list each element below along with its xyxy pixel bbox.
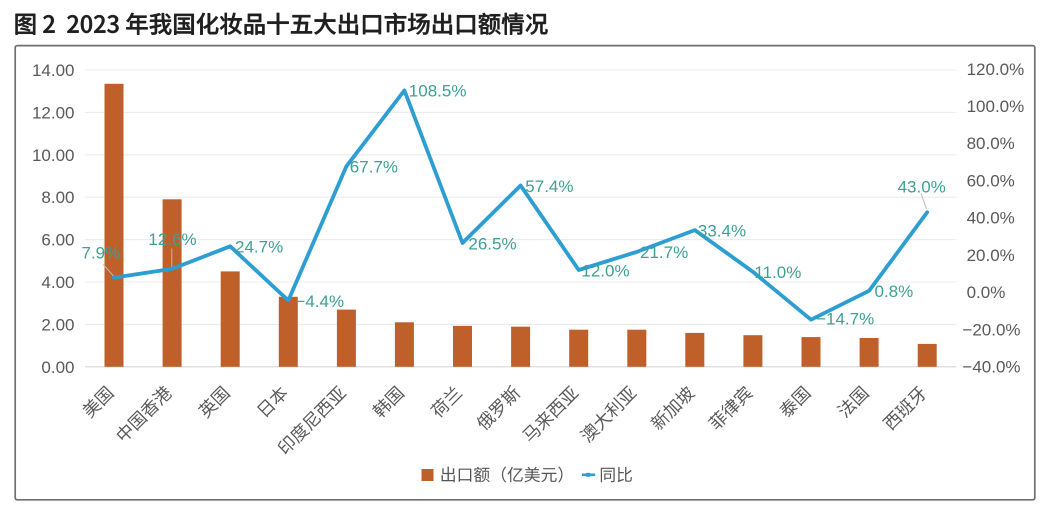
svg-text:0.8%: 0.8% (875, 282, 914, 301)
svg-text:14.00: 14.00 (32, 61, 75, 80)
svg-text:11.0%: 11.0% (754, 263, 801, 282)
svg-text:−14.7%: −14.7% (816, 310, 874, 329)
svg-text:60.0%: 60.0% (967, 171, 1015, 190)
svg-text:12.0%: 12.0% (581, 261, 629, 280)
svg-text:2.00: 2.00 (41, 315, 74, 334)
svg-text:40.0%: 40.0% (967, 209, 1015, 228)
svg-text:100.0%: 100.0% (967, 97, 1025, 116)
svg-text:−4.4%: −4.4% (295, 292, 344, 311)
svg-text:10.00: 10.00 (32, 146, 75, 165)
svg-text:12.00: 12.00 (32, 103, 75, 122)
svg-text:20.0%: 20.0% (967, 246, 1015, 265)
svg-text:8.00: 8.00 (41, 188, 74, 207)
svg-text:43.0%: 43.0% (898, 178, 946, 197)
svg-text:7.9%: 7.9% (82, 243, 121, 262)
svg-text:0.00: 0.00 (41, 358, 74, 377)
svg-text:−20.0%: −20.0% (962, 320, 1020, 339)
svg-text:21.7%: 21.7% (640, 243, 688, 262)
svg-text:108.5%: 108.5% (409, 82, 467, 101)
svg-text:6.00: 6.00 (41, 231, 74, 250)
svg-text:24.7%: 24.7% (235, 238, 283, 257)
svg-text:33.4%: 33.4% (698, 221, 746, 240)
svg-text:4.00: 4.00 (41, 273, 74, 292)
svg-text:26.5%: 26.5% (468, 234, 516, 253)
svg-text:0.0%: 0.0% (967, 283, 1006, 302)
svg-text:67.7%: 67.7% (350, 158, 398, 177)
svg-text:120.0%: 120.0% (967, 60, 1025, 79)
svg-text:12.6%: 12.6% (148, 230, 196, 249)
svg-text:−40.0%: −40.0% (962, 358, 1020, 377)
svg-text:57.4%: 57.4% (525, 177, 573, 196)
svg-text:80.0%: 80.0% (967, 134, 1015, 153)
